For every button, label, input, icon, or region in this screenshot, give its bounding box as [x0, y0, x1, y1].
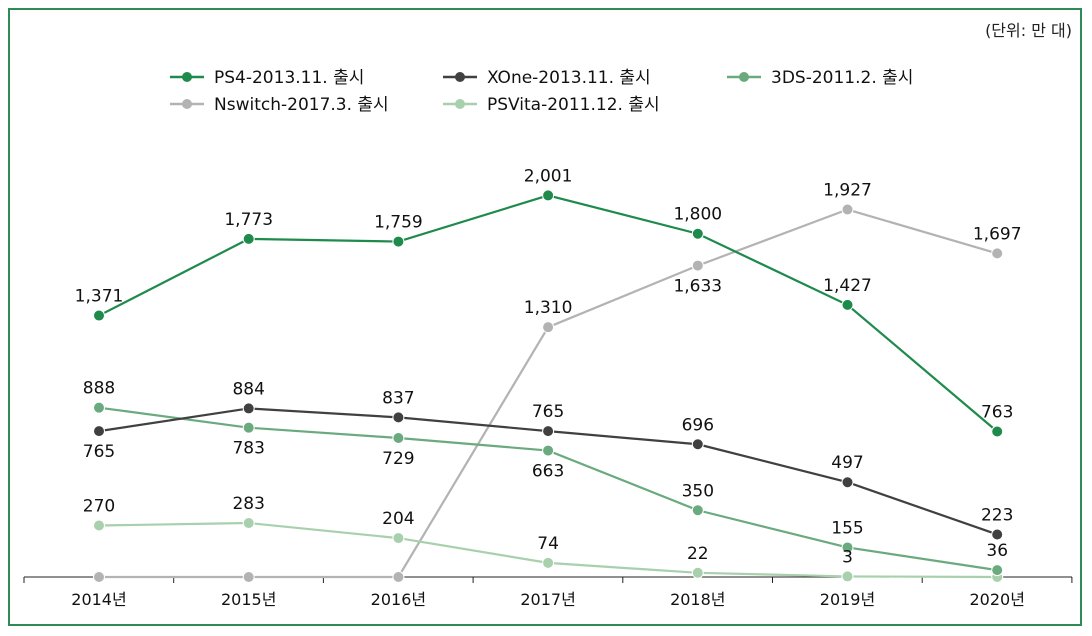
data-label: 350: [682, 481, 714, 501]
data-point: [991, 425, 1004, 438]
legend-swatch-marker: [182, 99, 192, 109]
legend-label: XOne-2013.11. 출시: [487, 68, 651, 88]
data-label: 783: [232, 439, 264, 459]
data-point: [242, 421, 255, 434]
legend-swatch-marker: [739, 72, 749, 82]
data-label: 696: [682, 415, 714, 435]
data-point: [691, 566, 704, 579]
data-point: [392, 571, 405, 583]
data-label: 1,633: [673, 277, 722, 297]
data-point: [991, 247, 1004, 260]
data-point: [991, 564, 1004, 577]
data-point: [93, 425, 105, 438]
data-point: [93, 519, 105, 532]
data-label: 270: [83, 497, 115, 517]
data-label: 223: [981, 505, 1013, 525]
data-label: 663: [532, 462, 564, 482]
data-point: [542, 556, 555, 569]
data-label: 36: [986, 541, 1008, 561]
data-point: [542, 189, 555, 202]
data-label: 1,697: [973, 224, 1022, 244]
x-tick-label: 2019년: [820, 590, 875, 609]
legend: PS4-2013.11. 출시 XOne-2013.11. 출시 3DS-2011.…: [170, 68, 913, 115]
data-point: [93, 571, 105, 583]
legend-swatch-marker: [182, 72, 192, 82]
data-point: [991, 528, 1004, 541]
data-point: [242, 571, 255, 583]
x-tick-label: 2015년: [221, 590, 276, 609]
data-point: [392, 235, 405, 248]
data-point: [841, 203, 854, 216]
data-point: [691, 438, 704, 451]
x-tick-label: 2017년: [520, 590, 575, 609]
legend-label: Nswitch-2017.3. 출시: [214, 95, 389, 115]
data-label: 763: [981, 402, 1013, 422]
x-tick-label: 2018년: [670, 590, 725, 609]
data-label: 884: [232, 379, 264, 399]
legend-swatch-marker: [455, 72, 465, 82]
data-label: 1,371: [75, 287, 124, 307]
chart-frame: [8, 8, 1082, 626]
data-point: [691, 504, 704, 517]
data-label: 1,310: [524, 298, 573, 318]
data-point: [841, 570, 854, 583]
data-point: [242, 232, 255, 245]
data-label: 765: [532, 402, 564, 422]
data-label: 837: [382, 388, 414, 408]
data-label: 74: [537, 534, 559, 554]
data-point: [841, 476, 854, 489]
data-point: [93, 309, 105, 322]
data-point: [691, 259, 704, 272]
data-label: 155: [831, 518, 863, 538]
data-label: 729: [382, 449, 414, 469]
x-tick-label: 2020년: [969, 590, 1024, 609]
data-point: [841, 541, 854, 554]
legend-label: PS4-2013.11. 출시: [214, 68, 364, 88]
legend-label: 3DS-2011.2. 출시: [771, 68, 913, 88]
data-point: [392, 431, 405, 444]
data-point: [242, 517, 255, 530]
x-axis: 2014년 2015년 2016년 2017년 2018년 2019년 2020년: [23, 576, 1073, 609]
data-point: [242, 402, 255, 415]
legend-label: PSVita-2011.12. 출시: [487, 95, 660, 115]
legend-swatch-marker: [455, 99, 465, 109]
data-point: [542, 425, 555, 438]
data-point: [841, 298, 854, 311]
data-point: [542, 444, 555, 457]
data-point: [542, 321, 555, 334]
data-label: 1,773: [224, 210, 273, 230]
unit-note: (단위: 만 대): [985, 21, 1072, 40]
data-point: [93, 401, 105, 414]
series-points: [93, 189, 1004, 583]
data-label: 1,800: [673, 205, 722, 225]
data-label: 3: [842, 547, 853, 567]
data-label: 765: [83, 442, 115, 462]
data-label: 204: [382, 509, 414, 529]
x-tick-label: 2014년: [71, 590, 126, 609]
data-label: 1,427: [823, 276, 872, 296]
data-label: 283: [232, 494, 264, 514]
x-tick-label: 2016년: [371, 590, 426, 609]
data-label: 1,759: [374, 213, 423, 233]
data-label: 1,927: [823, 181, 872, 201]
data-label: 888: [83, 379, 115, 399]
data-point: [691, 227, 704, 240]
data-label: 497: [831, 453, 863, 473]
data-labels: 1,371 1,773 1,759 2,001 1,800 1,427 763 765 884 8…: [75, 166, 1022, 567]
data-label: 2,001: [524, 166, 573, 186]
data-point: [392, 411, 405, 424]
data-point: [392, 532, 405, 545]
data-label: 22: [687, 544, 709, 564]
